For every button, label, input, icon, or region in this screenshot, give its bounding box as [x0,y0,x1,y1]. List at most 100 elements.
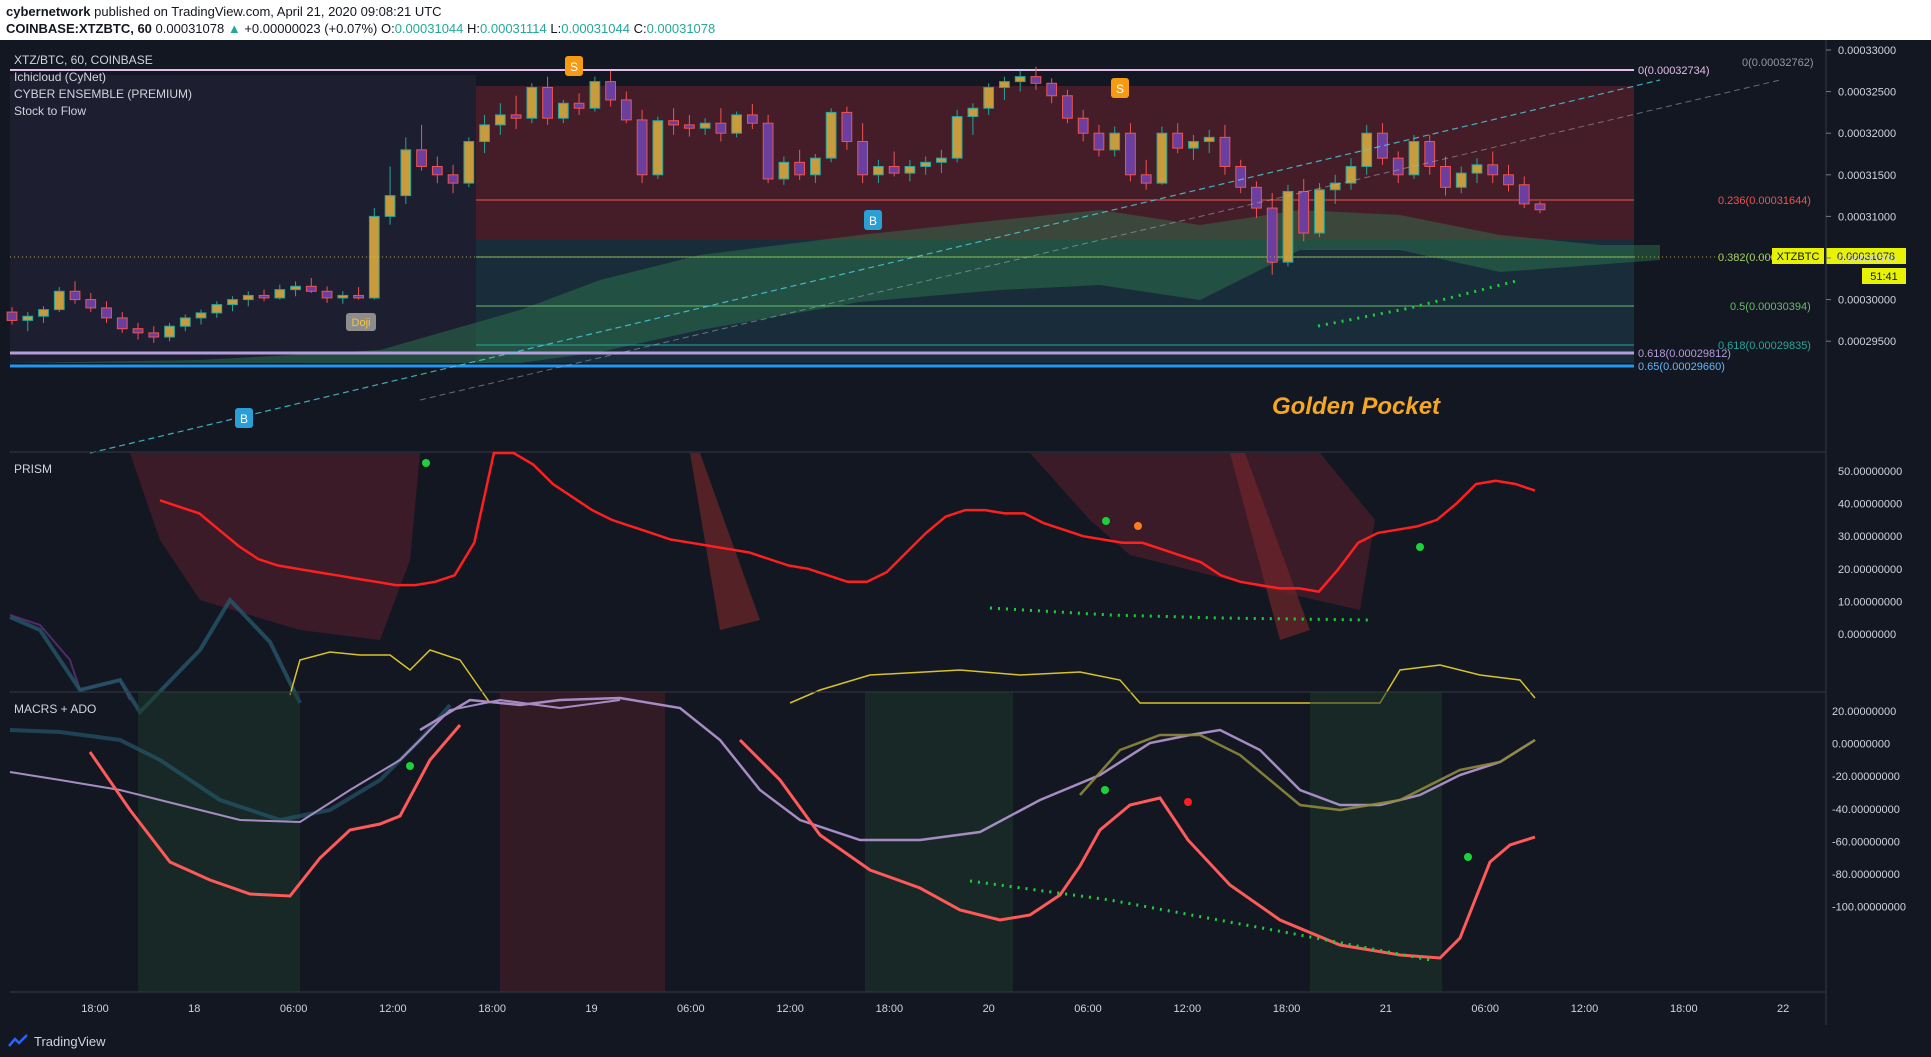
candle[interactable] [69,290,81,301]
candle[interactable] [1125,132,1136,176]
candle[interactable] [1266,207,1278,263]
candle[interactable] [463,141,475,184]
candle[interactable] [983,86,995,109]
candle[interactable] [400,149,412,197]
candle[interactable] [904,165,916,174]
prism-axis[interactable]: 50.00000000 40.00000000 30.00000000 20.0000… [1838,466,1902,641]
tradingview-logo-icon[interactable] [8,1034,28,1048]
candle[interactable] [699,122,711,129]
candle[interactable] [101,307,112,319]
candle[interactable] [668,120,679,126]
candle[interactable] [353,294,364,299]
buy-signal[interactable]: B B [235,210,882,428]
time-axis[interactable]: 18:00 18 06:00 12:00 18:00 19 06:00 12:00 18:00 2… [81,1003,1789,1015]
candle[interactable] [1282,190,1294,263]
candle[interactable] [1471,164,1483,174]
candle[interactable] [1408,141,1420,176]
candle[interactable] [1203,136,1215,143]
candle[interactable] [636,119,648,176]
candle[interactable] [1077,117,1089,134]
candle[interactable] [1518,184,1530,205]
candle[interactable] [573,102,585,109]
candle[interactable] [683,124,695,129]
candle[interactable] [22,315,34,321]
candle[interactable] [148,332,160,338]
candle[interactable] [337,294,349,299]
candle[interactable] [778,161,790,180]
candle[interactable] [1172,132,1184,149]
publisher-name[interactable]: cybernetwork [6,4,91,19]
candle[interactable] [38,309,49,317]
candle[interactable] [195,312,207,319]
prism-title[interactable]: PRISM [14,462,52,476]
candle[interactable] [479,124,490,143]
candle[interactable] [510,114,522,119]
candle[interactable] [1156,132,1168,184]
candle[interactable] [1455,172,1467,188]
candle[interactable] [305,285,317,292]
candle[interactable] [1487,164,1499,176]
candle[interactable] [1109,132,1121,151]
price-pane[interactable]: 0(0.00032734) 0(0.00032762) 0.236(0.000316… [6,53,1906,454]
candle[interactable] [1188,141,1199,149]
candle[interactable] [1534,203,1546,211]
candle[interactable] [116,317,128,330]
candle[interactable] [227,299,238,306]
candle[interactable] [620,99,632,121]
candle[interactable] [447,174,459,184]
candle[interactable] [589,81,601,109]
candle[interactable] [731,114,743,134]
candle[interactable] [936,157,947,163]
candle[interactable] [1235,165,1247,188]
candle[interactable] [164,325,175,338]
candle[interactable] [1062,95,1073,119]
candle[interactable] [857,141,869,176]
candle[interactable] [321,290,333,299]
macrs-pane[interactable]: MACRS + ADO [9,691,1826,992]
chart-area[interactable]: 0(0.00032734) 0(0.00032762) 0.236(0.000316… [0,40,1931,1025]
candle[interactable] [1392,157,1404,176]
candle[interactable] [1424,141,1436,167]
candle[interactable] [1030,76,1042,84]
candle[interactable] [179,317,191,327]
macrs-title[interactable]: MACRS + ADO [14,702,96,716]
candle[interactable] [809,157,821,176]
candle[interactable] [888,165,900,174]
candle[interactable] [1345,165,1357,184]
candle[interactable] [873,165,884,176]
candle[interactable] [1314,189,1325,234]
candle[interactable] [258,294,270,299]
candle[interactable] [384,195,396,217]
candle[interactable] [1440,165,1451,188]
sell-signal[interactable]: S S [565,56,1129,98]
candle[interactable] [652,120,664,176]
candle[interactable] [1503,174,1514,186]
candle[interactable] [1219,136,1231,167]
doji-marker[interactable]: Doji [346,313,376,331]
candle[interactable] [290,285,301,291]
candle[interactable] [1014,76,1026,83]
legend-cyber-ensemble[interactable]: CYBER ENSEMBLE (PREMIUM) [14,87,192,101]
candle[interactable] [1046,82,1058,97]
legend-stock-to-flow[interactable]: Stock to Flow [14,104,86,118]
price-axis[interactable]: 0.00033000 0.00032500 0.00032000 0.00031500… [1826,45,1896,348]
candle[interactable] [132,328,144,334]
candle[interactable] [794,161,806,176]
candle[interactable] [999,81,1010,88]
candle[interactable] [746,114,758,124]
candle[interactable] [967,107,979,118]
candle[interactable] [1140,174,1152,184]
candle[interactable] [1329,182,1341,191]
candle[interactable] [605,81,616,101]
candle[interactable] [416,149,427,167]
tradingview-brand[interactable]: TradingView [34,1034,106,1049]
candle[interactable] [825,111,837,159]
legend-ichicloud[interactable]: Ichicloud (CyNet) [14,70,106,84]
candle[interactable] [951,116,963,159]
candle[interactable] [6,311,18,321]
candle[interactable] [1298,190,1310,234]
candle[interactable] [211,304,223,314]
candle[interactable] [715,122,727,134]
candle[interactable] [542,86,553,119]
candle[interactable] [526,86,538,119]
